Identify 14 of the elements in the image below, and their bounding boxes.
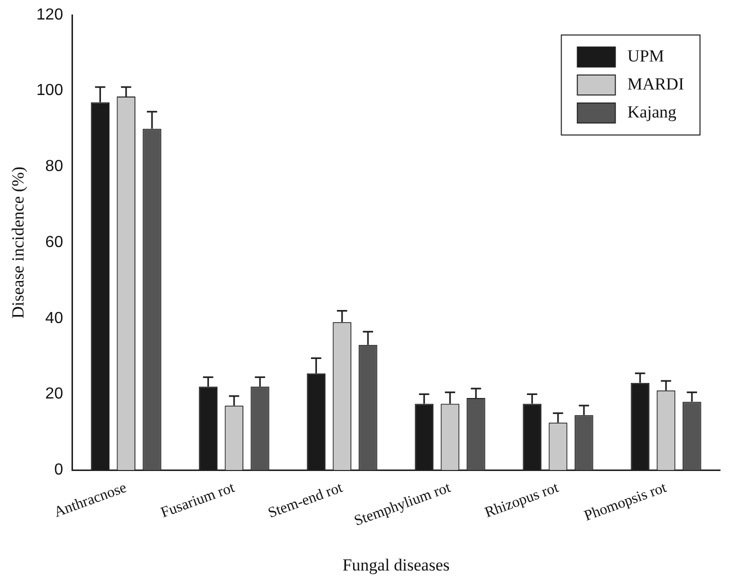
- y-tick-label: 60: [45, 234, 64, 251]
- y-tick-label: 80: [45, 158, 64, 176]
- x-tick-label: Rhizopus rot: [482, 480, 562, 522]
- x-tick-label: Fusarium rot: [158, 480, 238, 522]
- legend-label: UPM: [627, 46, 664, 66]
- y-tick-label: 20: [45, 386, 64, 403]
- legend-label: MARDI: [627, 74, 684, 94]
- y-tick-label: 40: [45, 310, 64, 327]
- legend-label: Kajang: [627, 102, 677, 122]
- y-tick-label: 100: [36, 82, 64, 100]
- y-axis-title: Disease incidence (%): [8, 166, 28, 319]
- y-tick-label: 120: [36, 6, 64, 24]
- x-axis-title: Fungal diseases: [342, 555, 450, 574]
- y-tick-label: 0: [54, 461, 64, 478]
